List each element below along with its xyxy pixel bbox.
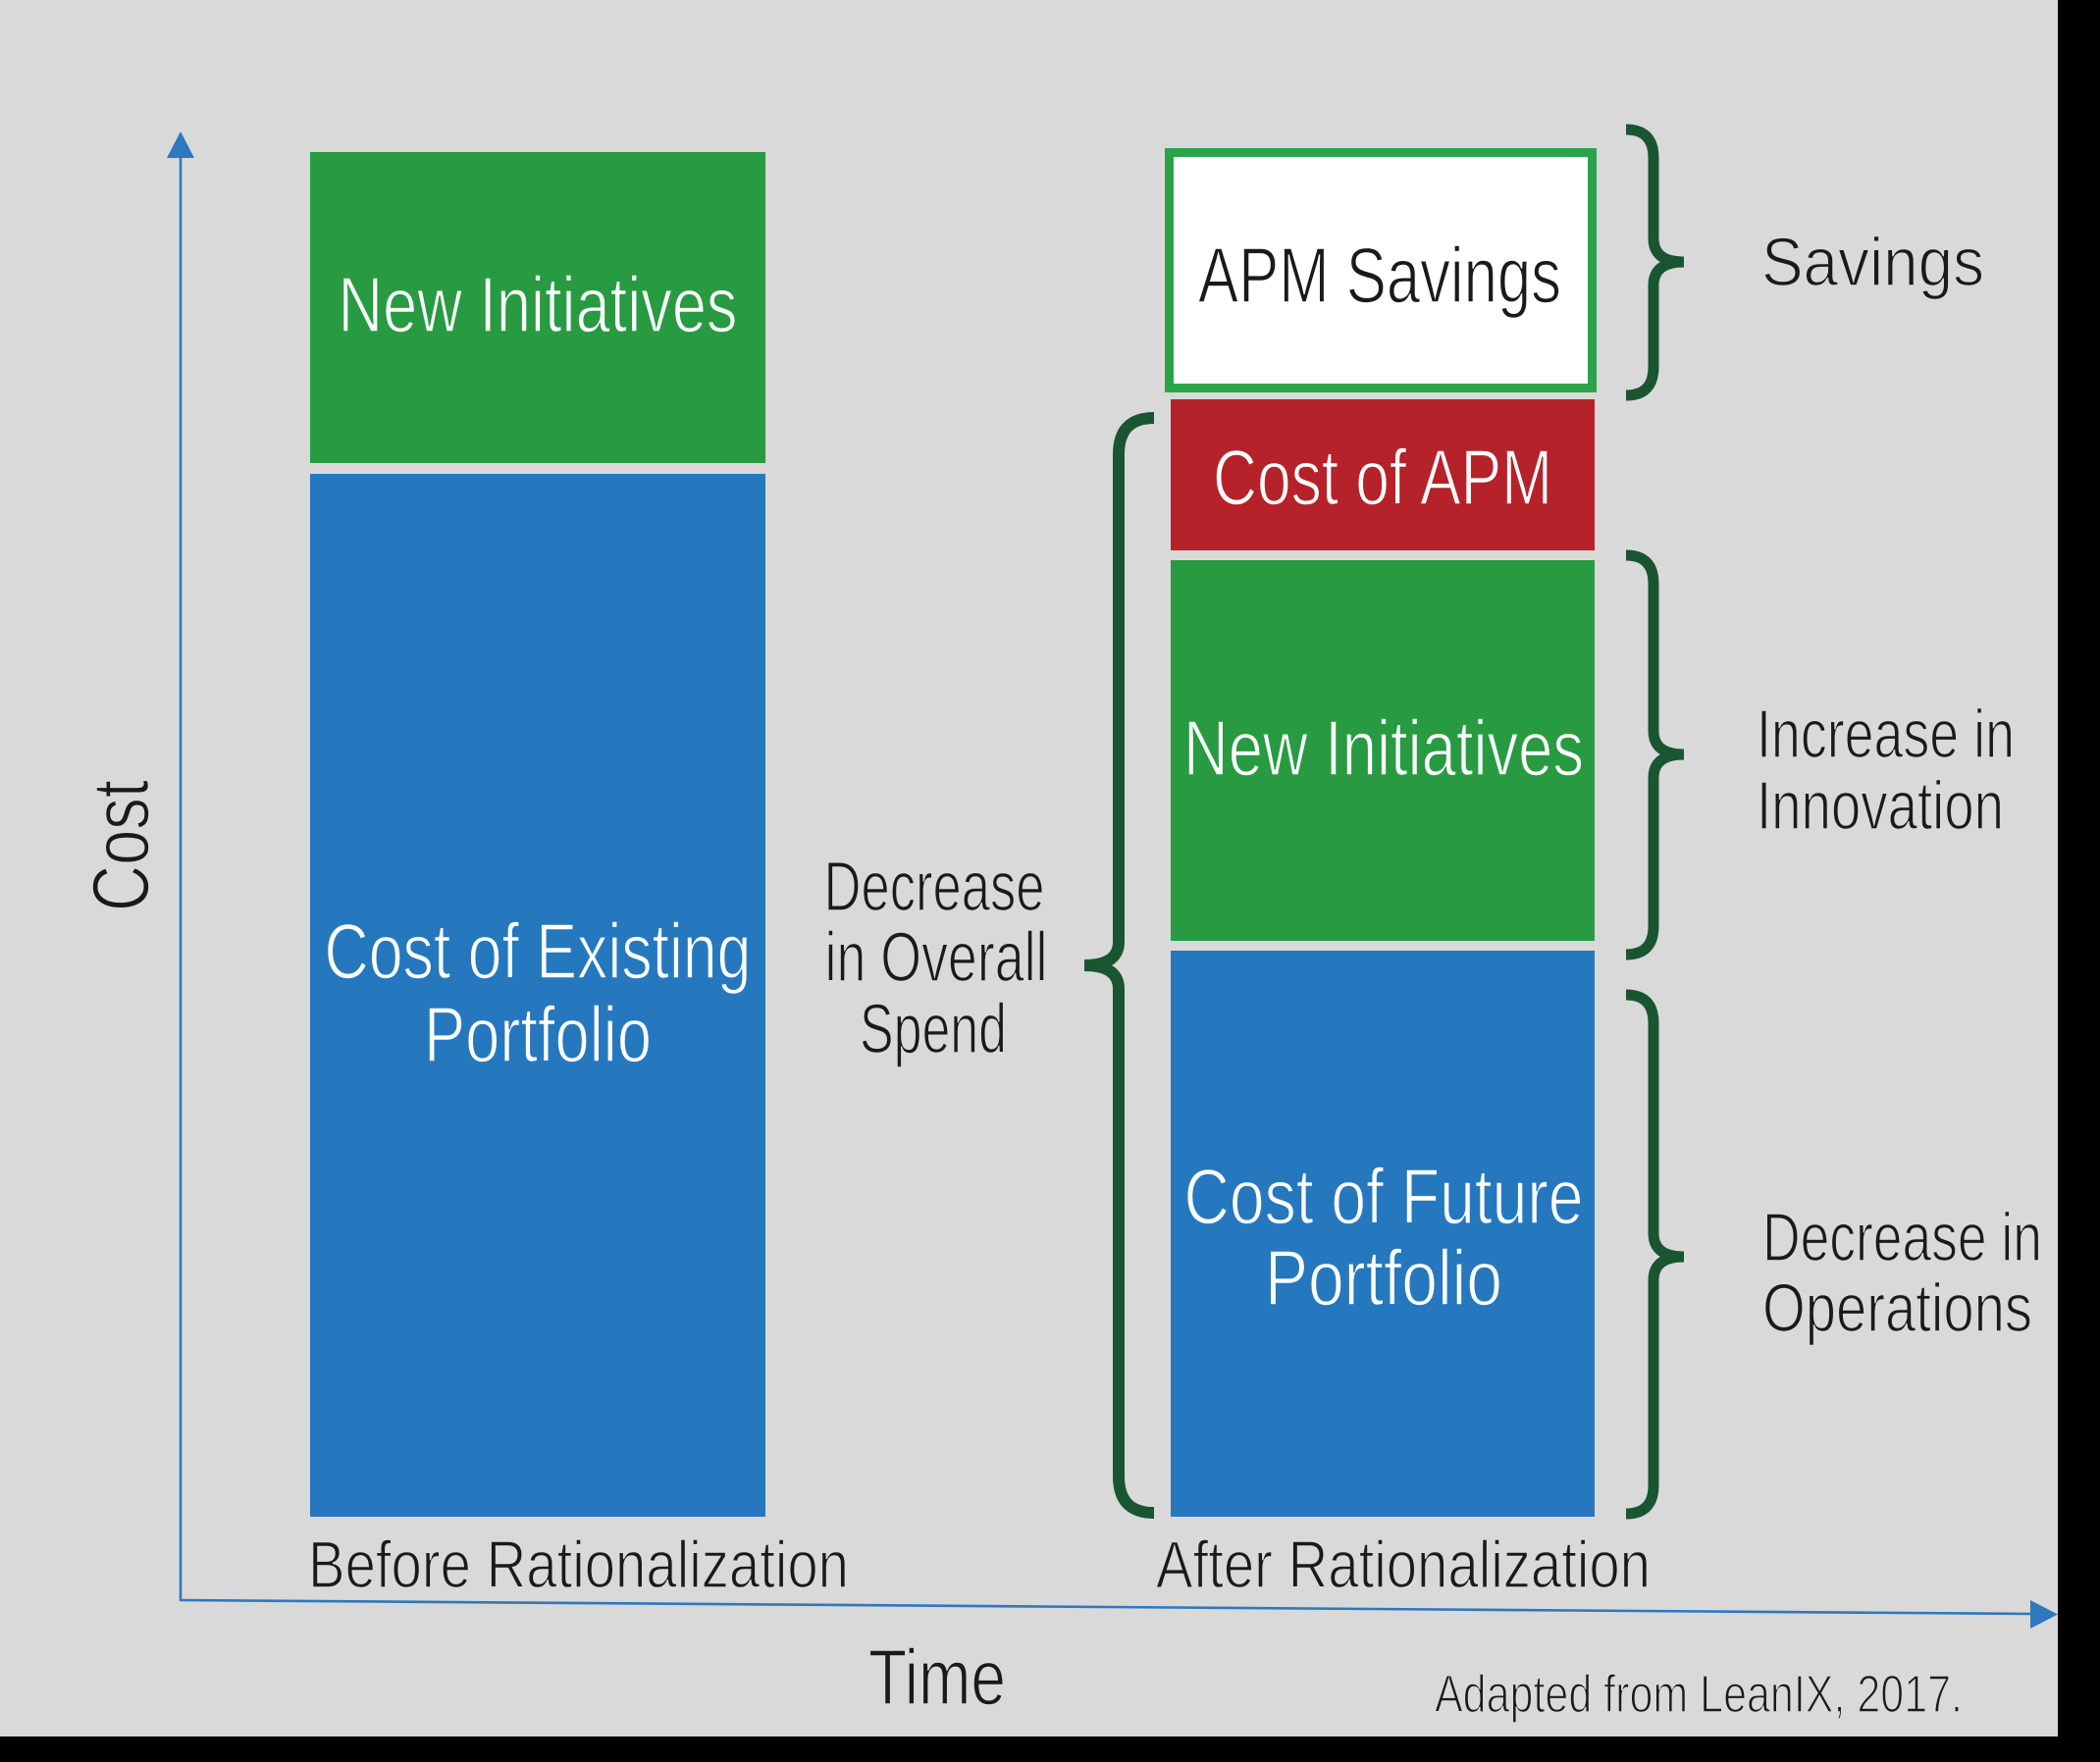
svg-text:Savings: Savings bbox=[1761, 224, 1984, 300]
svg-text:New Initiatives: New Initiatives bbox=[339, 261, 738, 348]
svg-text:Spend: Spend bbox=[860, 991, 1007, 1068]
svg-text:Innovation: Innovation bbox=[1757, 767, 2004, 844]
svg-text:Cost: Cost bbox=[77, 780, 166, 911]
svg-text:Portfolio: Portfolio bbox=[424, 991, 652, 1078]
svg-text:Operations: Operations bbox=[1762, 1270, 2032, 1346]
svg-text:Adapted from LeanIX, 2017.: Adapted from LeanIX, 2017. bbox=[1435, 1665, 1963, 1724]
svg-text:in Overall: in Overall bbox=[825, 919, 1048, 997]
svg-text:After Rationalization: After Rationalization bbox=[1156, 1528, 1651, 1602]
svg-text:Decrease in: Decrease in bbox=[1762, 1199, 2042, 1275]
svg-text:Increase in: Increase in bbox=[1757, 696, 2015, 772]
svg-text:New Initiatives: New Initiatives bbox=[1183, 704, 1584, 792]
svg-text:APM Savings: APM Savings bbox=[1198, 232, 1561, 319]
svg-text:Decrease: Decrease bbox=[824, 849, 1045, 926]
svg-text:Cost of APM: Cost of APM bbox=[1213, 434, 1552, 521]
svg-text:Portfolio: Portfolio bbox=[1265, 1234, 1502, 1322]
svg-text:Cost of Existing: Cost of Existing bbox=[325, 907, 752, 995]
svg-text:Cost of Future: Cost of Future bbox=[1184, 1153, 1584, 1240]
svg-text:Before Rationalization: Before Rationalization bbox=[308, 1528, 849, 1602]
svg-text:Time: Time bbox=[868, 1633, 1006, 1721]
